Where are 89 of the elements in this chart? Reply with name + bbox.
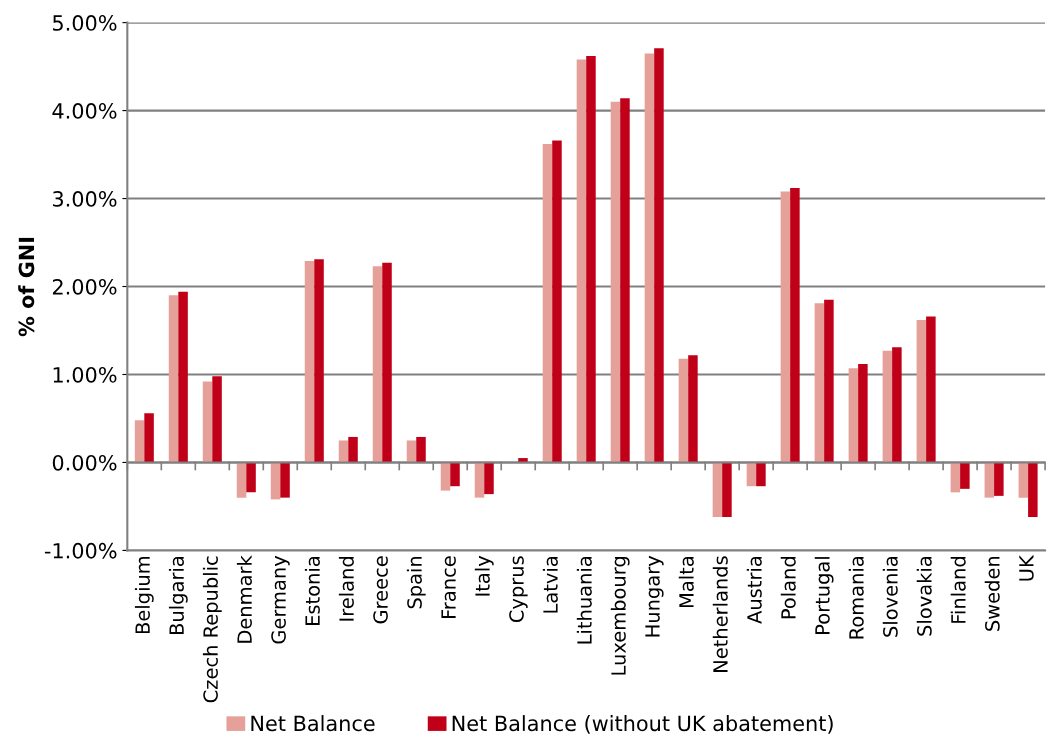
bar	[892, 347, 902, 463]
x-tick-label: Slovakia	[916, 557, 932, 636]
bar	[134, 420, 145, 463]
x-tick-label: Italy	[474, 555, 494, 596]
y-tick-label: 5.00%	[53, 15, 117, 31]
bar	[1018, 462, 1029, 498]
bar	[688, 355, 698, 463]
y-tick-label: 2.00%	[52, 278, 117, 295]
bar	[484, 462, 494, 495]
bar	[644, 53, 655, 463]
bar	[304, 261, 315, 463]
bar	[406, 440, 417, 463]
x-tick-label: Poland	[780, 557, 796, 619]
y-tick-label: -1.00%	[44, 542, 117, 559]
bar	[882, 350, 893, 463]
x-tick-label: Bulgaria	[168, 557, 188, 635]
bar	[586, 56, 596, 463]
legend-label: Net Balance	[251, 715, 375, 732]
bar	[960, 462, 970, 489]
y-tick-label: 0.00%	[52, 454, 117, 471]
bar	[178, 291, 188, 463]
x-tick-label: Lithuania	[576, 557, 592, 644]
x-tick-label: Malta	[678, 557, 694, 608]
x-tick-label: Spain	[406, 556, 426, 609]
x-tick-label: Hungary	[645, 555, 664, 637]
bar	[382, 262, 392, 463]
x-tick-label: Slovenia	[882, 557, 898, 637]
bar	[678, 358, 689, 463]
bar	[654, 48, 664, 463]
bar	[814, 303, 825, 463]
bar	[246, 462, 256, 493]
bar	[756, 462, 766, 487]
y-tick-label: 4.00%	[52, 103, 117, 119]
bar	[474, 462, 485, 498]
bar	[450, 462, 460, 487]
bar	[780, 191, 791, 463]
bar	[858, 363, 868, 463]
bar	[1028, 462, 1038, 517]
bar	[440, 462, 451, 491]
x-tick-label: Finland	[950, 557, 966, 623]
bar	[348, 436, 358, 463]
x-tick-label: Greece	[373, 556, 388, 624]
x-tick-label: UK	[1019, 554, 1034, 581]
y-tick-label: 1.00%	[53, 366, 117, 383]
bar	[314, 259, 324, 463]
bar	[712, 462, 723, 517]
x-tick-label: Sweden	[984, 556, 1000, 631]
bar	[144, 413, 154, 463]
x-tick-label: Austria	[746, 557, 762, 624]
bar	[916, 319, 927, 463]
bar	[552, 140, 562, 463]
x-tick-label: Germany	[271, 555, 290, 644]
bar	[984, 462, 995, 498]
bar	[372, 266, 383, 463]
legend-label: Net Balance (without UK abatement)	[452, 715, 833, 734]
x-tick-label: Latvia	[542, 557, 558, 613]
x-tick-label: Netherlands	[712, 556, 728, 672]
x-tick-label: Estonia	[304, 557, 320, 625]
x-tick-label: Luxembourg	[610, 557, 630, 675]
bar	[994, 462, 1004, 496]
x-tick-label: France	[441, 556, 456, 619]
bar	[824, 299, 834, 463]
x-tick-label: Czech Republic	[202, 556, 222, 703]
bar	[542, 144, 553, 463]
y-tick-label: 3.00%	[53, 191, 117, 207]
x-tick-label: Portugal	[814, 557, 834, 634]
bar	[338, 440, 349, 463]
bar	[620, 98, 630, 463]
bar	[280, 462, 290, 498]
bar	[168, 295, 179, 463]
bar	[746, 462, 757, 487]
bar	[790, 188, 800, 463]
bar	[950, 462, 961, 493]
bar	[202, 381, 213, 463]
x-tick-label: Denmark	[236, 555, 252, 643]
bar	[926, 316, 936, 463]
x-tick-label: Ireland	[338, 557, 354, 621]
bar	[576, 59, 587, 463]
bar	[236, 462, 247, 498]
bar	[610, 101, 621, 463]
x-tick-label: Belgium	[134, 556, 154, 634]
bar	[416, 436, 426, 463]
y-axis-title: % of GNI	[18, 237, 35, 337]
bar	[848, 368, 859, 463]
bar	[722, 462, 732, 517]
x-tick-label: Cyprus	[509, 556, 528, 623]
bar	[212, 376, 222, 463]
bar	[270, 462, 281, 500]
x-tick-label: Romania	[848, 557, 864, 639]
